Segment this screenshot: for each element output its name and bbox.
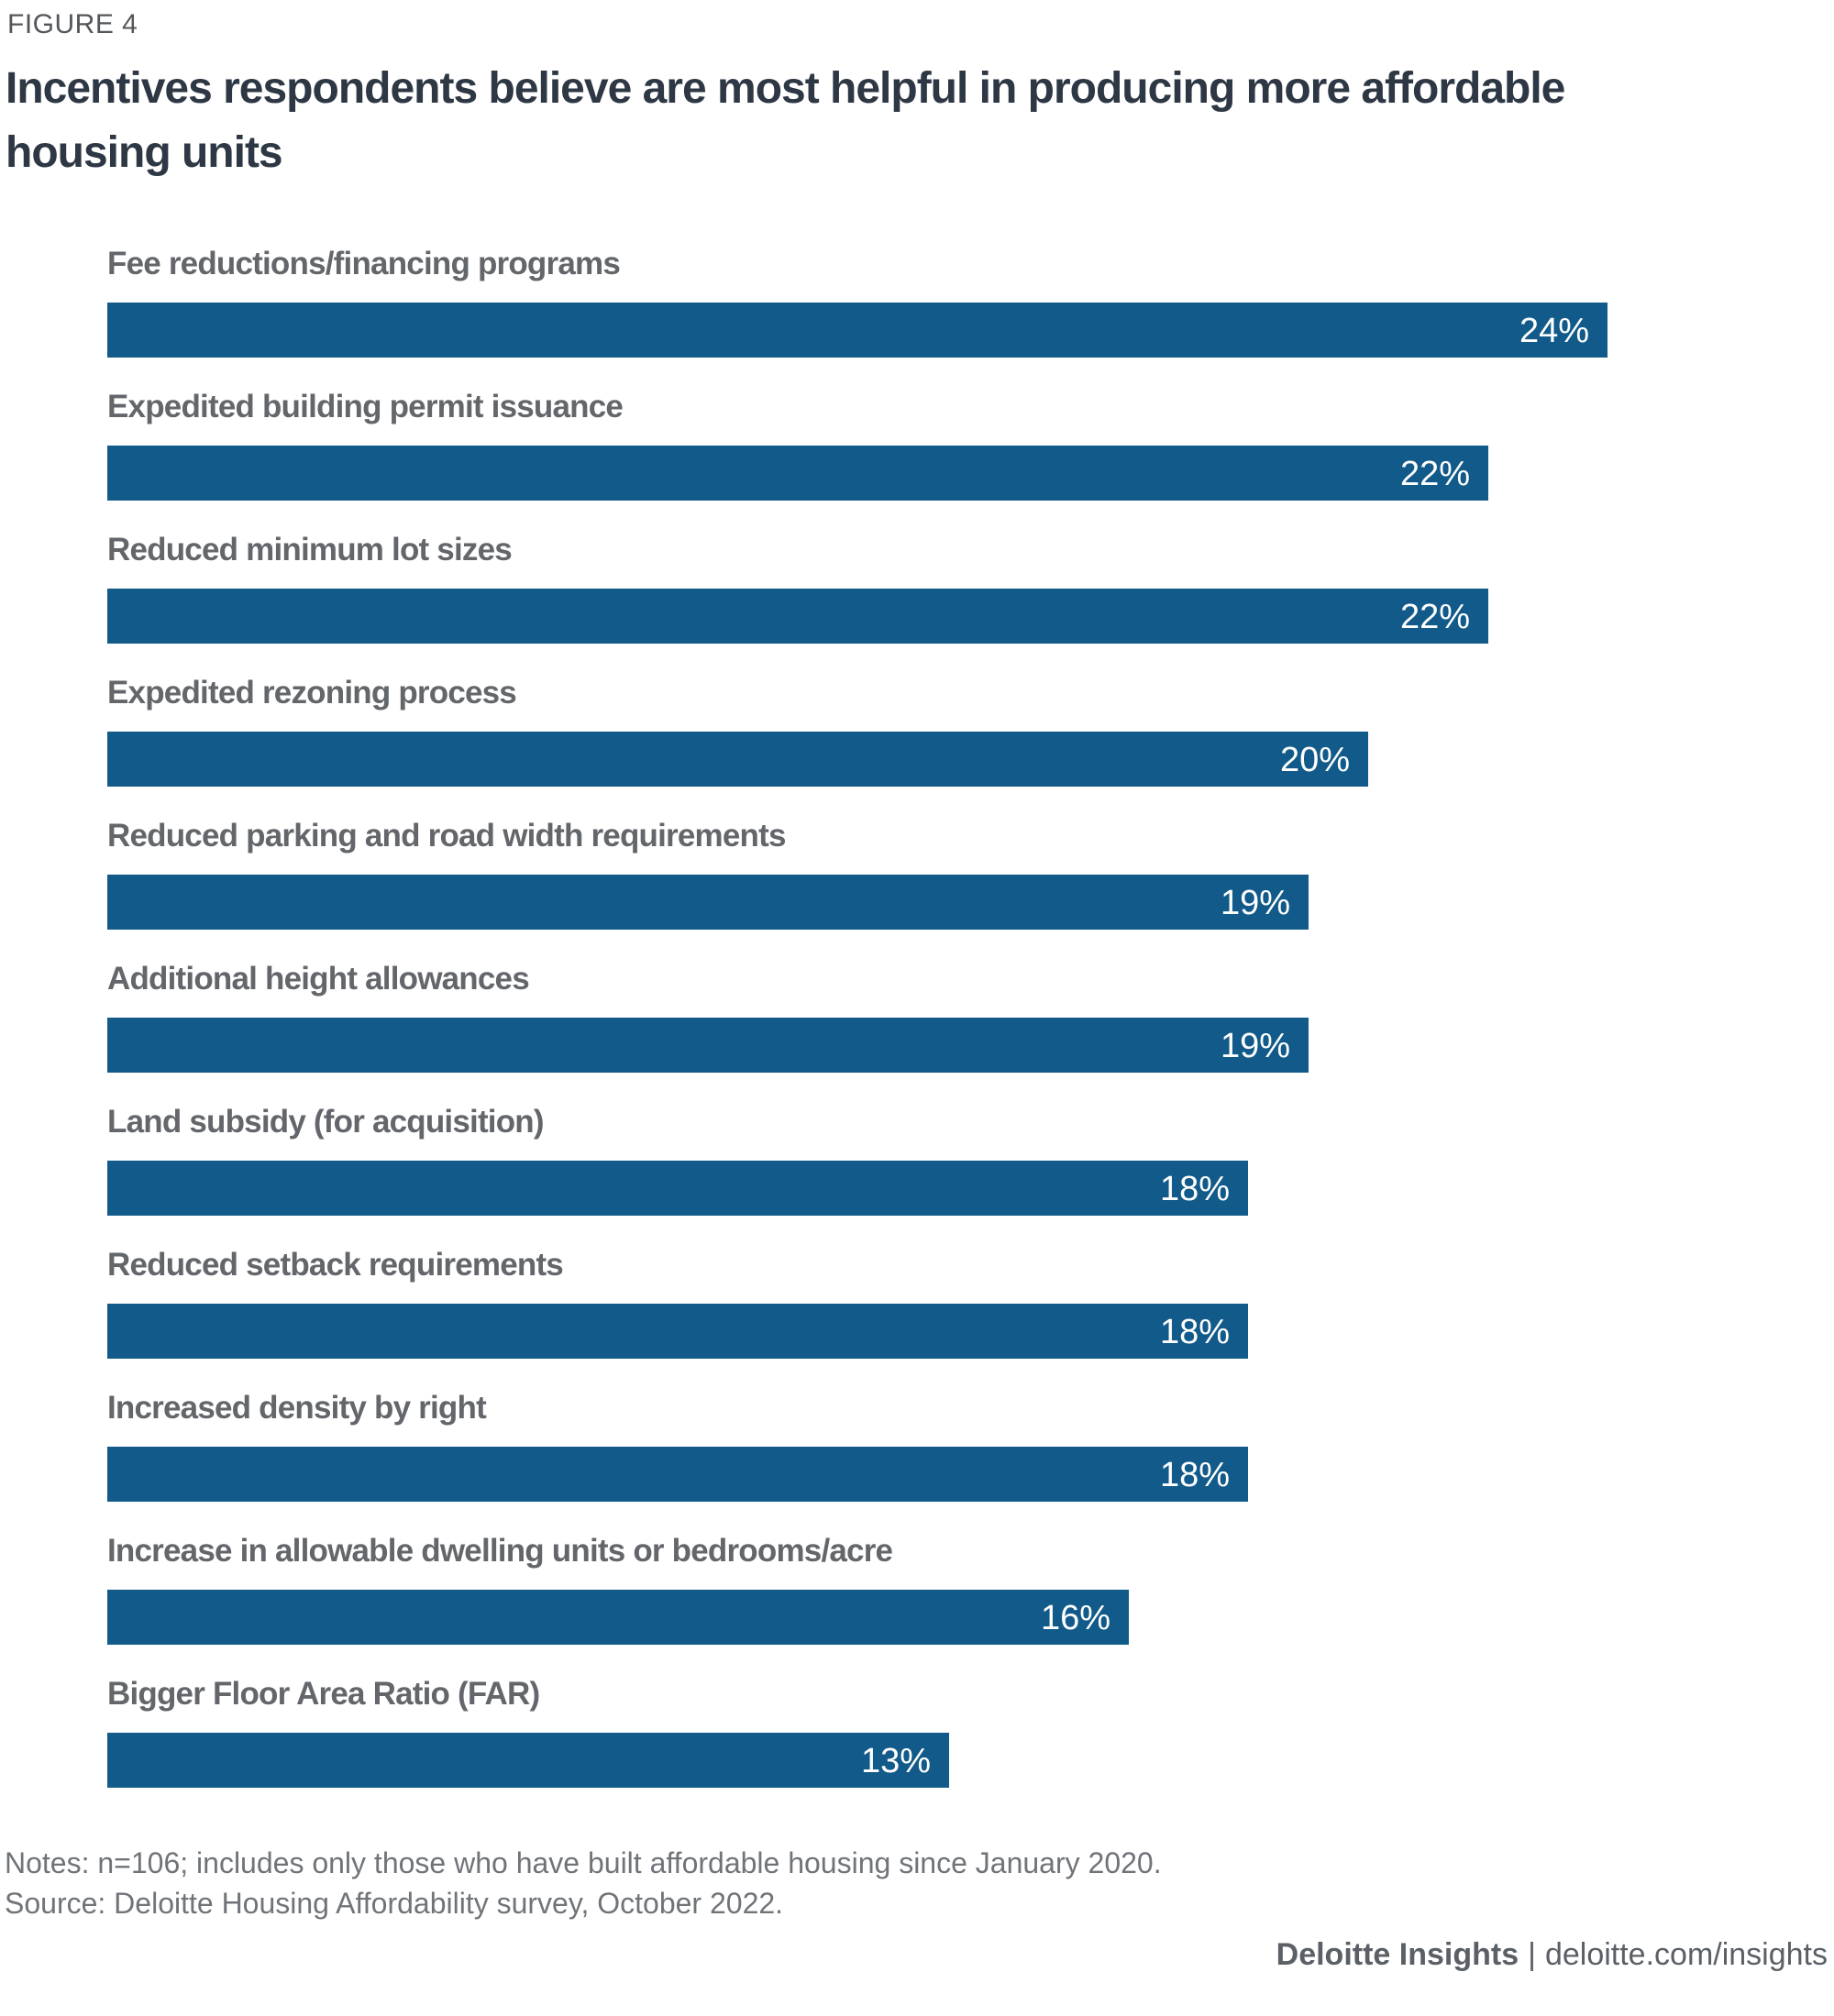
bar: 18% — [107, 1161, 1248, 1216]
bar-category-label: Increased density by right — [107, 1390, 487, 1426]
chart-row: Expedited rezoning process 20% — [107, 669, 1666, 812]
chart-row: Additional height allowances 19% — [107, 955, 1666, 1098]
chart-title-line-2: housing units — [6, 128, 283, 177]
figure-label: FIGURE 4 — [7, 9, 138, 39]
bar-value-label: 19% — [1220, 884, 1290, 922]
chart-row: Reduced minimum lot sizes 22% — [107, 526, 1666, 669]
bar-category-label: Reduced setback requirements — [107, 1247, 564, 1283]
bar: 22% — [107, 446, 1488, 501]
footer-separator: | — [1528, 1937, 1536, 1972]
bar-value-label: 20% — [1279, 741, 1350, 779]
bar-value-label: 22% — [1399, 455, 1470, 493]
chart-row: Fee reductions/financing programs 24% — [107, 240, 1666, 383]
bar-value-label: 19% — [1220, 1027, 1290, 1065]
bar-category-label: Expedited rezoning process — [107, 675, 517, 711]
bar-value-label: 18% — [1159, 1313, 1230, 1351]
chart-row: Reduced setback requirements 18% — [107, 1241, 1666, 1384]
notes-block: Notes: n=106; includes only those who ha… — [5, 1843, 1162, 1923]
chart-row: Reduced parking and road width requireme… — [107, 812, 1666, 955]
bar-value-label: 24% — [1519, 312, 1589, 350]
chart-title-line-1: Incentives respondents believe are most … — [6, 64, 1565, 113]
bar-value-label: 13% — [860, 1742, 931, 1780]
chart-row: Increased density by right 18% — [107, 1384, 1666, 1527]
bar-category-label: Expedited building permit issuance — [107, 389, 624, 424]
bar-category-label: Fee reductions/financing programs — [107, 246, 621, 281]
bar: 18% — [107, 1447, 1248, 1502]
chart-title: Incentives respondents believe are most … — [6, 57, 1565, 185]
bar-category-label: Bigger Floor Area Ratio (FAR) — [107, 1676, 540, 1712]
footer: Deloitte Insights | deloitte.com/insights — [1276, 1936, 1828, 1973]
bar-category-label: Reduced parking and road width requireme… — [107, 818, 786, 854]
source-text: Source: Deloitte Housing Affordability s… — [5, 1887, 784, 1920]
notes-text: Notes: n=106; includes only those who ha… — [5, 1846, 1162, 1879]
bar-value-label: 16% — [1040, 1599, 1110, 1637]
chart-row: Land subsidy (for acquisition) 18% — [107, 1098, 1666, 1241]
footer-brand: Deloitte Insights — [1276, 1937, 1519, 1972]
bar: 19% — [107, 1018, 1309, 1073]
bar-value-label: 18% — [1159, 1170, 1230, 1208]
bar-value-label: 22% — [1399, 598, 1470, 636]
chart-row: Increase in allowable dwelling units or … — [107, 1527, 1666, 1670]
bar: 13% — [107, 1733, 949, 1788]
bar: 24% — [107, 303, 1608, 358]
bar-category-label: Additional height allowances — [107, 961, 530, 997]
bar: 18% — [107, 1304, 1248, 1359]
chart-row: Expedited building permit issuance 22% — [107, 383, 1666, 526]
bar: 19% — [107, 875, 1309, 930]
bar: 16% — [107, 1590, 1129, 1645]
footer-link: deloitte.com/insights — [1544, 1937, 1828, 1972]
bar-category-label: Land subsidy (for acquisition) — [107, 1104, 545, 1140]
bar: 22% — [107, 589, 1488, 644]
chart-row: Bigger Floor Area Ratio (FAR) 13% — [107, 1670, 1666, 1813]
bar-category-label: Reduced minimum lot sizes — [107, 532, 513, 567]
bar: 20% — [107, 732, 1368, 787]
bar-chart: Fee reductions/financing programs 24% Expe… — [107, 240, 1666, 1813]
bar-value-label: 18% — [1159, 1456, 1230, 1494]
bar-category-label: Increase in allowable dwelling units or … — [107, 1533, 893, 1569]
